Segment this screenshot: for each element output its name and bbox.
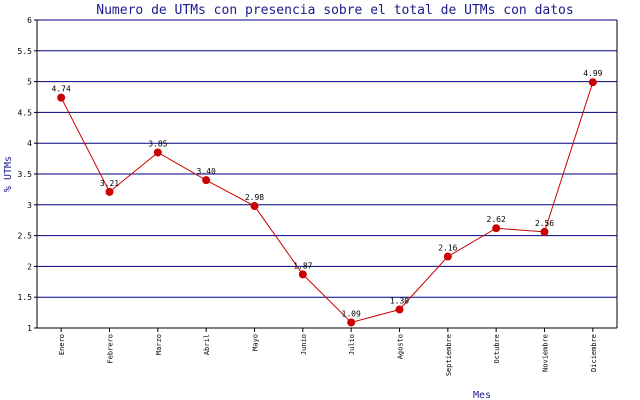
x-tick-label: Diciembre (590, 334, 598, 372)
x-tick-label: Marzo (155, 334, 163, 355)
data-label: 4.74 (52, 85, 71, 94)
data-label: 1.87 (293, 261, 312, 270)
y-tick-label: 4.5 (18, 108, 33, 117)
y-tick-label: 3 (27, 201, 32, 210)
x-tick-label: Enero (58, 334, 66, 355)
x-tick-label: Junio (300, 334, 308, 355)
x-tick-label: Febrero (107, 334, 115, 364)
data-label: 1.09 (342, 309, 361, 318)
x-tick-label: Septiembre (445, 334, 453, 376)
data-label: 2.62 (487, 215, 506, 224)
y-tick-label: 4 (27, 139, 32, 148)
data-label: 2.98 (245, 193, 264, 202)
data-point (492, 224, 501, 233)
data-label: 3.40 (197, 167, 216, 176)
y-axis-label: % UTMs (3, 156, 14, 192)
series-line (60, 82, 594, 324)
x-tick-label: Noviembre (542, 334, 550, 372)
y-tick-label: 5 (27, 78, 32, 87)
x-axis-label: Mes (473, 390, 491, 400)
data-point (443, 252, 452, 261)
data-point (153, 148, 162, 157)
y-tick-label: 6 (27, 16, 32, 25)
data-point (540, 227, 549, 236)
data-point (250, 202, 259, 211)
x-tick-label: Julio (348, 334, 356, 355)
data-label: 2.16 (438, 244, 457, 253)
data-point (588, 78, 597, 87)
data-label: 3.21 (100, 179, 119, 188)
chart-title: Numero de UTMs con presencia sobre el to… (96, 3, 573, 18)
data-point (202, 176, 211, 185)
y-tick-label: 2.5 (18, 232, 33, 241)
y-tick-label: 1 (27, 324, 32, 333)
data-point (57, 93, 66, 102)
data-label: 2.56 (535, 219, 554, 228)
data-label: 3.85 (148, 139, 167, 148)
y-tick-label: 2 (27, 262, 32, 271)
data-point (298, 270, 307, 279)
x-tick-label: Agosto (397, 334, 405, 359)
y-tick-label: 3.5 (18, 170, 33, 179)
x-tick-label: Mayo (252, 334, 260, 351)
data-label: 1.30 (390, 297, 409, 306)
x-axis-ticks: Enero Febrero Marzo Abril Mayo Junio Julio Agos… (58, 328, 598, 376)
data-point (395, 305, 404, 314)
x-tick-label: Octubre (493, 334, 501, 364)
data-label: 4.99 (583, 69, 602, 78)
data-point (347, 318, 356, 327)
y-tick-label: 1.5 (18, 293, 33, 302)
grid-lines (37, 19, 617, 329)
x-tick-label: Abril (203, 334, 211, 355)
data-labels: 4.74 3.21 3.85 3.40 2.98 1.87 1.09 1.30 2.16 2.62… (52, 69, 603, 318)
y-tick-label: 5.5 (18, 47, 33, 56)
y-axis-ticks: 1 1.5 2 2.5 3 3.5 4 4.5 5 5.5 6 (18, 16, 37, 333)
data-point (105, 187, 114, 196)
data-points (57, 78, 597, 327)
